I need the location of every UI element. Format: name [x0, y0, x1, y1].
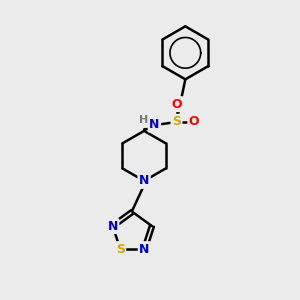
Text: S: S [172, 115, 181, 128]
Text: N: N [107, 220, 118, 232]
Text: N: N [139, 243, 150, 256]
Text: N: N [139, 174, 149, 188]
Text: O: O [171, 98, 182, 111]
Text: S: S [116, 243, 125, 256]
Text: H: H [139, 115, 148, 125]
Text: N: N [149, 118, 160, 131]
Text: O: O [189, 115, 200, 128]
